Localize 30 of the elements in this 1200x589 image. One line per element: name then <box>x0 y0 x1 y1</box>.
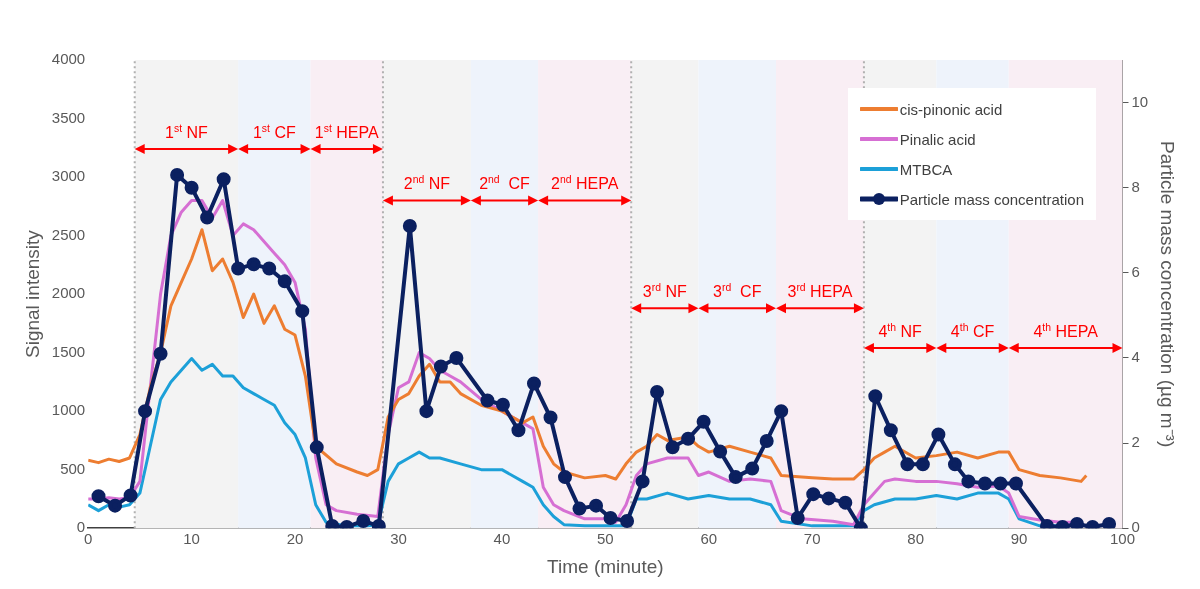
y-tick-label: 500 <box>60 459 86 477</box>
legend-label: MTBCA <box>899 160 953 178</box>
y-tick-label: 2000 <box>51 284 86 302</box>
y-tick-label: 0 <box>76 518 86 536</box>
y-tick-label: 3500 <box>51 108 86 126</box>
x-tick-label: 10 <box>183 530 200 548</box>
y2-tick-label: 2 <box>1131 433 1140 451</box>
x-tick-label: 90 <box>1010 530 1028 548</box>
y-tick-label: 3000 <box>51 167 86 185</box>
y-tick-label: 1500 <box>51 342 86 360</box>
x-tick-label: 60 <box>700 530 718 548</box>
x-tick-label: 20 <box>286 530 304 548</box>
legend-label: Pinalic acid <box>899 130 976 148</box>
legend-label: Particle mass concentration <box>899 190 1084 208</box>
x-tick-label: 50 <box>597 530 614 548</box>
y-tick-label: 4000 <box>51 50 86 68</box>
x-axis-title: Time (minute) <box>547 555 664 577</box>
x-tick-label: 40 <box>493 530 511 548</box>
y-tick-label: 2500 <box>51 225 86 243</box>
x-tick-label: 80 <box>907 530 924 548</box>
y2-tick-label: 10 <box>1131 92 1149 110</box>
y2-tick-label: 4 <box>1131 348 1140 366</box>
y2-tick-label: 8 <box>1131 177 1140 195</box>
y2-axis-title: Particle mass concentration (µg m⁻³) <box>1157 140 1179 448</box>
x-tick-label: 30 <box>390 530 407 548</box>
y2-tick-label: 6 <box>1131 262 1140 280</box>
y-axis-title: Signal intensity <box>21 229 43 358</box>
x-tick-label: 70 <box>803 530 821 548</box>
legend-label: cis-pinonic acid <box>899 100 1003 118</box>
y-tick-label: 1000 <box>51 401 86 419</box>
